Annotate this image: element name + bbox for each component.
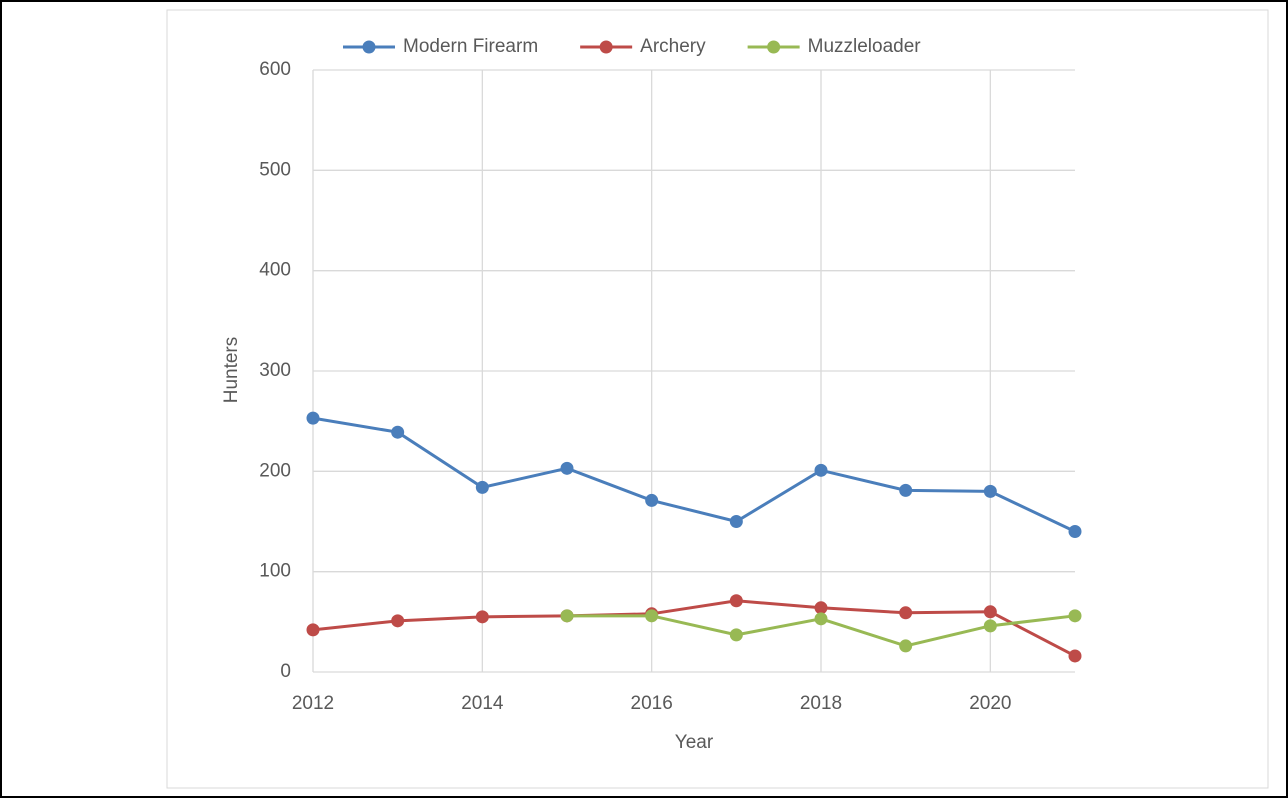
data-point: [814, 463, 828, 477]
data-point: [391, 425, 405, 439]
data-point: [560, 609, 574, 623]
y-axis-label: Hunters: [221, 337, 242, 404]
data-point: [729, 628, 743, 642]
legend-label: Modern Firearm: [403, 36, 538, 57]
data-point: [475, 480, 489, 494]
x-tick-label: 2012: [292, 693, 334, 714]
y-tick-label: 300: [259, 360, 291, 381]
data-point: [306, 411, 320, 425]
data-point: [1068, 649, 1082, 663]
legend-label: Archery: [640, 36, 706, 57]
data-point: [306, 623, 320, 637]
legend-item: Muzzleloader: [747, 36, 922, 57]
data-point: [729, 515, 743, 528]
data-point: [983, 484, 997, 498]
legend-marker: [362, 40, 376, 54]
x-tick-label: 2018: [800, 693, 842, 714]
x-tick-label: 2014: [461, 693, 504, 714]
y-tick-label: 200: [259, 460, 291, 481]
legend-label: Muzzleloader: [808, 36, 922, 57]
data-point: [814, 601, 828, 615]
y-tick-label: 100: [259, 561, 291, 582]
data-point: [983, 605, 997, 619]
chart-area: [166, 9, 1269, 789]
legend-item: Archery: [580, 36, 706, 57]
legend-marker: [767, 40, 781, 54]
data-point: [899, 639, 913, 653]
y-tick-label: 600: [259, 59, 291, 80]
data-point: [475, 610, 489, 624]
data-point: [729, 594, 743, 608]
y-tick-label: 500: [259, 159, 291, 180]
data-point: [645, 609, 659, 623]
y-tick-label: 0: [280, 661, 291, 682]
data-point: [391, 614, 405, 628]
data-point: [899, 483, 913, 497]
series-line: [312, 599, 1076, 658]
data-point: [1068, 525, 1082, 539]
data-point: [983, 619, 997, 633]
series-line: [312, 416, 1076, 533]
x-tick-label: 2016: [631, 693, 673, 714]
x-tick-label: 2020: [969, 693, 1011, 714]
x-axis-label: Year: [675, 732, 714, 753]
y-tick-label: 400: [259, 260, 291, 281]
legend-item: Modern Firearm: [343, 36, 538, 57]
data-point: [645, 493, 659, 507]
data-point: [899, 606, 913, 620]
legend: Modern Firearm Archery Muzzleloader: [343, 36, 921, 57]
data-point: [1068, 609, 1082, 623]
legend-marker: [599, 40, 613, 54]
data-point: [814, 612, 828, 626]
data-point: [560, 461, 574, 475]
